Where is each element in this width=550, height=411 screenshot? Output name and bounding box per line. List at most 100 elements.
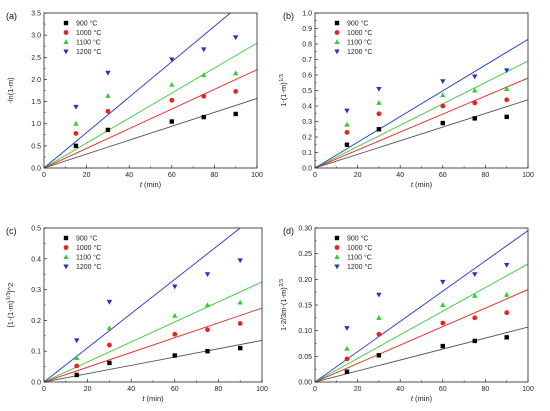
- y-tick-label: 0.9: [302, 26, 312, 33]
- x-tick-label: 80: [211, 172, 219, 179]
- y-tick-label: 0.3: [31, 287, 41, 294]
- legend-entry-3: 1100 °C: [76, 254, 101, 262]
- data-point-s4-4: [472, 272, 478, 277]
- legend-marker-2: [334, 245, 340, 250]
- y-axis-label: [1-(1-m)1/3​]^2: [6, 283, 15, 328]
- x-tick-label: 20: [84, 386, 92, 393]
- fit-line-4: [44, 13, 232, 168]
- data-point-s4-5: [504, 262, 510, 268]
- y-axis-label: 1-2/3m-(1-m)2/3​: [279, 279, 288, 331]
- panel-label: (a): [6, 11, 17, 21]
- x-tick-label: 60: [439, 386, 447, 393]
- data-point-s4-2: [376, 86, 382, 92]
- x-tick-label: 40: [396, 172, 404, 179]
- data-point-s1-1: [344, 142, 350, 147]
- legend-marker-2: [63, 30, 69, 35]
- legend-marker-4: [334, 49, 340, 55]
- x-tick-label: 0: [42, 386, 46, 393]
- data-point-s3-2: [106, 325, 113, 331]
- data-point-s2-5: [237, 321, 243, 326]
- data-point-s1-4: [472, 338, 477, 344]
- data-point-s2-4: [205, 327, 210, 333]
- x-tick-label: 40: [125, 172, 133, 179]
- data-point-s2-2: [105, 108, 111, 114]
- y-tick-label: 0.15: [298, 303, 312, 310]
- data-point-s3-5: [504, 86, 510, 91]
- data-point-s4-1: [73, 104, 79, 110]
- data-point-s3-3: [440, 302, 446, 307]
- data-point-s3-2: [376, 315, 382, 320]
- data-point-s4-2: [376, 292, 382, 298]
- y-tick-label: 1.0: [31, 121, 41, 128]
- data-point-s1-5: [238, 345, 243, 351]
- data-point-s3-2: [105, 93, 111, 98]
- data-point-s3-1: [344, 345, 350, 351]
- data-point-s3-1: [73, 120, 79, 126]
- data-point-s3-2: [376, 100, 382, 105]
- x-tick-label: 40: [396, 386, 404, 393]
- y-tick-label: 0.0: [31, 380, 41, 387]
- chart-panel-1: 0 20 40 60 80 100 0.0 0.5 1.0 1.5 2.0 2.5 3.0 3.5 t (m…: [6, 11, 263, 190]
- x-tick-label: 0: [42, 172, 46, 179]
- y-axis-label: 1-(1-m)1/3​: [279, 74, 288, 107]
- data-point-s3-3: [169, 81, 175, 87]
- x-tick-label: 40: [127, 386, 135, 393]
- y-tick-label: 0.1: [302, 150, 312, 157]
- data-point-s1-3: [440, 343, 445, 349]
- data-point-s2-4: [201, 93, 207, 99]
- data-point-s4-1: [344, 326, 350, 331]
- data-point-s4-4: [472, 74, 478, 80]
- y-tick-label: 2.0: [31, 77, 41, 84]
- y-tick-label: 3.0: [31, 33, 41, 40]
- x-tick-label: 20: [354, 386, 362, 393]
- data-point-s1-4: [205, 349, 210, 354]
- data-point-s3-3: [172, 312, 178, 318]
- data-point-s3-4: [201, 72, 207, 77]
- y-tick-label: 0.10: [298, 328, 312, 335]
- legend-marker-1: [334, 20, 340, 26]
- legend-entry-3: 1100 °C: [76, 39, 101, 47]
- legend-marker-1: [63, 20, 69, 26]
- x-tick-label: 100: [256, 386, 268, 393]
- fit-line-2: [315, 77, 528, 168]
- data-point-s2-5: [504, 97, 510, 103]
- y-tick-label: 0.0: [31, 166, 41, 173]
- fit-line-2: [315, 289, 528, 382]
- data-point-s1-3: [172, 353, 177, 358]
- fit-line-1: [315, 99, 528, 168]
- data-point-s1-4: [472, 116, 477, 121]
- legend-entry-1: 900 °C: [347, 235, 368, 243]
- fit-line-1: [44, 98, 257, 168]
- data-point-s1-1: [74, 372, 79, 378]
- x-tick-label: 80: [482, 386, 490, 393]
- legend-entry-3: 1100 °C: [347, 39, 372, 47]
- legend-marker-3: [334, 39, 340, 44]
- x-tick-label: 100: [522, 386, 534, 393]
- data-point-s2-1: [344, 129, 350, 135]
- panel-label: (c): [6, 226, 17, 236]
- legend-marker-2: [63, 245, 69, 250]
- legend-marker-2: [334, 30, 340, 35]
- legend-marker-3: [63, 254, 69, 259]
- fit-line-3: [44, 42, 257, 168]
- y-axis-label: -ln(1-m): [6, 77, 15, 104]
- legend-entry-1: 900 °C: [347, 20, 368, 28]
- y-tick-label: 0.5: [31, 143, 41, 150]
- data-point-s4-3: [440, 279, 446, 285]
- x-tick-label: 60: [439, 172, 447, 179]
- legend-entry-2: 1000 °C: [347, 29, 372, 37]
- data-point-s3-1: [344, 121, 350, 127]
- data-point-s2-4: [472, 315, 478, 321]
- y-tick-label: 2.5: [31, 55, 41, 62]
- data-point-s3-5: [233, 70, 239, 76]
- fit-line-1: [44, 339, 262, 382]
- chart-panel-3: 0 20 40 60 80 100 0.0 0.1 0.2 0.3 0.4 0.5 t (min) [1-…: [6, 226, 268, 404]
- x-tick-label: 100: [522, 172, 534, 179]
- legend-entry-4: 1200 °C: [76, 48, 101, 56]
- y-tick-label: 0.0: [302, 166, 312, 173]
- data-point-s3-1: [74, 355, 80, 360]
- legend-marker-4: [63, 49, 69, 55]
- data-point-s1-5: [504, 335, 509, 340]
- data-point-s4-3: [172, 284, 178, 290]
- y-tick-label: 0.7: [302, 57, 312, 64]
